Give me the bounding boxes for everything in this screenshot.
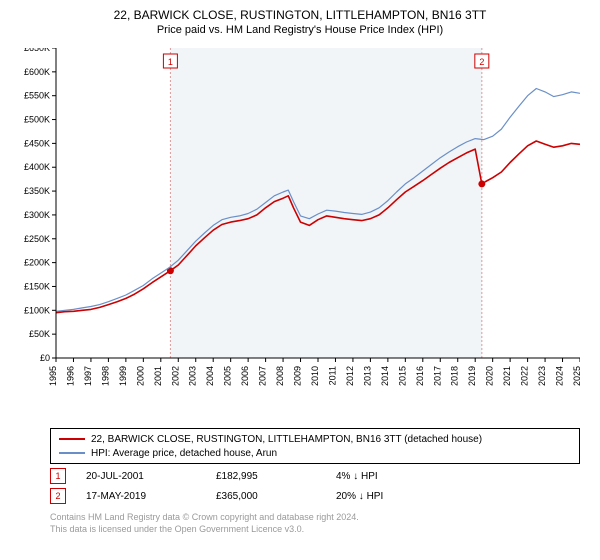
svg-text:2008: 2008 <box>275 366 285 386</box>
svg-text:2022: 2022 <box>520 366 530 386</box>
svg-text:2001: 2001 <box>153 366 163 386</box>
transaction-diff-1: 4% ↓ HPI <box>336 471 456 482</box>
chart-container: 22, BARWICK CLOSE, RUSTINGTON, LITTLEHAM… <box>0 0 600 560</box>
svg-text:2005: 2005 <box>223 366 233 386</box>
svg-text:£50K: £50K <box>29 329 50 339</box>
svg-text:£400K: £400K <box>24 162 50 172</box>
svg-text:2: 2 <box>479 57 484 67</box>
transaction-diff-2: 20% ↓ HPI <box>336 491 456 502</box>
transaction-date-2: 17-MAY-2019 <box>86 491 216 502</box>
transaction-row-2: 2 17-MAY-2019 £365,000 20% ↓ HPI <box>50 486 580 506</box>
footer: Contains HM Land Registry data © Crown c… <box>50 512 359 535</box>
svg-text:£250K: £250K <box>24 234 50 244</box>
svg-text:1: 1 <box>168 57 173 67</box>
chart-area: £0£50K£100K£150K£200K£250K£300K£350K£400… <box>50 48 580 388</box>
chart-svg: £0 £50K £100K £150K £200K £250K £300K £350K £400… <box>6 48 580 388</box>
svg-text:2003: 2003 <box>188 366 198 386</box>
svg-text:£500K: £500K <box>24 115 50 125</box>
title-main: 22, BARWICK CLOSE, RUSTINGTON, LITTLEHAM… <box>0 8 600 22</box>
svg-text:2006: 2006 <box>240 366 250 386</box>
transaction-price-1: £182,995 <box>216 471 336 482</box>
svg-text:1999: 1999 <box>118 366 128 386</box>
legend-label-2: HPI: Average price, detached house, Arun <box>91 448 277 459</box>
svg-text:£150K: £150K <box>24 281 50 291</box>
svg-text:2021: 2021 <box>502 366 512 386</box>
svg-text:2012: 2012 <box>345 366 355 386</box>
title-block: 22, BARWICK CLOSE, RUSTINGTON, LITTLEHAM… <box>0 0 600 36</box>
svg-text:1996: 1996 <box>65 366 75 386</box>
legend-box: 22, BARWICK CLOSE, RUSTINGTON, LITTLEHAM… <box>50 428 580 464</box>
transaction-table: 1 20-JUL-2001 £182,995 4% ↓ HPI 2 17-MAY… <box>50 466 580 506</box>
svg-text:2000: 2000 <box>135 366 145 386</box>
svg-text:£600K: £600K <box>24 67 50 77</box>
svg-text:£350K: £350K <box>24 186 50 196</box>
legend-row-1: 22, BARWICK CLOSE, RUSTINGTON, LITTLEHAM… <box>59 432 571 446</box>
transaction-date-1: 20-JUL-2001 <box>86 471 216 482</box>
svg-text:2004: 2004 <box>205 366 215 386</box>
svg-text:2010: 2010 <box>310 366 320 386</box>
svg-text:1998: 1998 <box>100 366 110 386</box>
svg-text:2023: 2023 <box>537 366 547 386</box>
svg-text:2019: 2019 <box>467 366 477 386</box>
svg-text:2007: 2007 <box>258 366 268 386</box>
legend-swatch-1 <box>59 438 85 440</box>
transaction-price-2: £365,000 <box>216 491 336 502</box>
legend-row-2: HPI: Average price, detached house, Arun <box>59 446 571 460</box>
footer-line-2: This data is licensed under the Open Gov… <box>50 524 359 536</box>
svg-text:£550K: £550K <box>24 91 50 101</box>
transaction-row-1: 1 20-JUL-2001 £182,995 4% ↓ HPI <box>50 466 580 486</box>
transaction-marker-2: 2 <box>50 488 66 504</box>
svg-text:2009: 2009 <box>293 366 303 386</box>
svg-text:£0: £0 <box>40 353 50 363</box>
svg-text:2015: 2015 <box>397 366 407 386</box>
legend-label-1: 22, BARWICK CLOSE, RUSTINGTON, LITTLEHAM… <box>91 434 482 445</box>
svg-text:2002: 2002 <box>170 366 180 386</box>
svg-text:2016: 2016 <box>415 366 425 386</box>
svg-text:£200K: £200K <box>24 258 50 268</box>
svg-text:£450K: £450K <box>24 138 50 148</box>
svg-text:£100K: £100K <box>24 305 50 315</box>
legend-swatch-2 <box>59 452 85 454</box>
svg-text:2025: 2025 <box>572 366 580 386</box>
svg-text:£650K: £650K <box>24 48 50 53</box>
svg-text:1997: 1997 <box>83 366 93 386</box>
footer-line-1: Contains HM Land Registry data © Crown c… <box>50 512 359 524</box>
svg-text:£300K: £300K <box>24 210 50 220</box>
title-sub: Price paid vs. HM Land Registry's House … <box>0 24 600 36</box>
svg-text:2024: 2024 <box>555 366 565 386</box>
svg-text:2020: 2020 <box>485 366 495 386</box>
transaction-marker-1: 1 <box>50 468 66 484</box>
svg-text:2017: 2017 <box>432 366 442 386</box>
svg-text:2018: 2018 <box>450 366 460 386</box>
svg-text:2011: 2011 <box>327 366 337 385</box>
svg-text:2013: 2013 <box>362 366 372 386</box>
svg-text:2014: 2014 <box>380 366 390 386</box>
svg-text:1995: 1995 <box>48 366 58 386</box>
